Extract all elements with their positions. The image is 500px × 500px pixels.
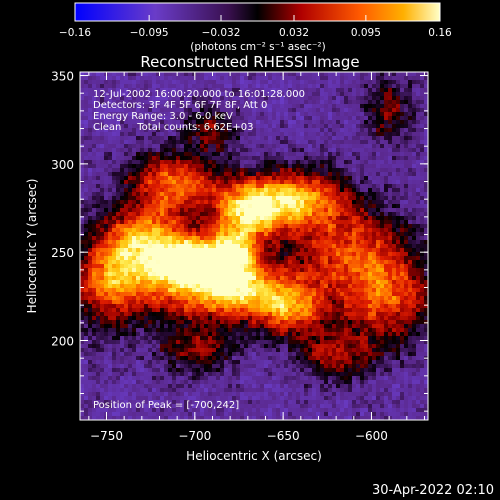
info-detectors: Detectors: 3F 4F 5F 6F 7F 8F, Att 0: [93, 100, 267, 111]
info-time-range: 12-Jul-2002 16:00:20.000 to 16:01:28.000: [93, 89, 305, 100]
colorbar-gradient: [74, 2, 441, 22]
colorbar-tick-label: −0.095: [130, 27, 169, 39]
colorbar: −0.16 −0.095 −0.032 0.032 0.095 0.16 (photons…: [59, 2, 452, 53]
colorbar-tick-label: 0.16: [428, 27, 452, 39]
info-clean-counts: Clean Total counts: 6.62E+03: [93, 122, 253, 133]
colorbar-tick-label: −0.16: [59, 27, 91, 39]
colorbar-unit-label: (photons cm⁻² s⁻¹ asec⁻²): [190, 41, 325, 53]
x-tick-label: −650: [267, 429, 300, 443]
x-tick-label: −700: [178, 429, 211, 443]
plot-frame: [79, 71, 429, 421]
chart-title: Reconstructed RHESSI Image: [140, 53, 359, 71]
colorbar-tick-label: −0.032: [202, 27, 241, 39]
info-block: 12-Jul-2002 16:00:20.000 to 16:01:28.000…: [93, 89, 305, 133]
peak-position-label: Position of Peak = [-700,242]: [93, 400, 239, 411]
x-tick-label: −600: [355, 429, 388, 443]
y-axis-label: Heliocentric Y (arcsec): [25, 179, 39, 314]
y-axis: 200 250 300 350: [51, 70, 428, 412]
y-tick-label: 300: [51, 158, 74, 172]
x-axis: −750 −700 −650 −600: [88, 72, 425, 443]
x-axis-label: Heliocentric X (arcsec): [186, 449, 322, 463]
colorbar-ticks: −0.16 −0.095 −0.032 0.032 0.095 0.16: [59, 15, 452, 39]
y-tick-label: 200: [51, 335, 74, 349]
colorbar-tick-label: 0.095: [351, 27, 381, 39]
colorbar-tick-label: 0.032: [279, 27, 309, 39]
x-tick-label: −750: [90, 429, 123, 443]
timestamp: 30-Apr-2022 02:10: [372, 483, 494, 498]
y-tick-label: 250: [51, 246, 74, 260]
y-tick-label: 350: [51, 70, 74, 84]
info-energy-range: Energy Range: 3.0 - 6.0 keV: [93, 111, 233, 122]
heatmap-image: [80, 72, 428, 420]
